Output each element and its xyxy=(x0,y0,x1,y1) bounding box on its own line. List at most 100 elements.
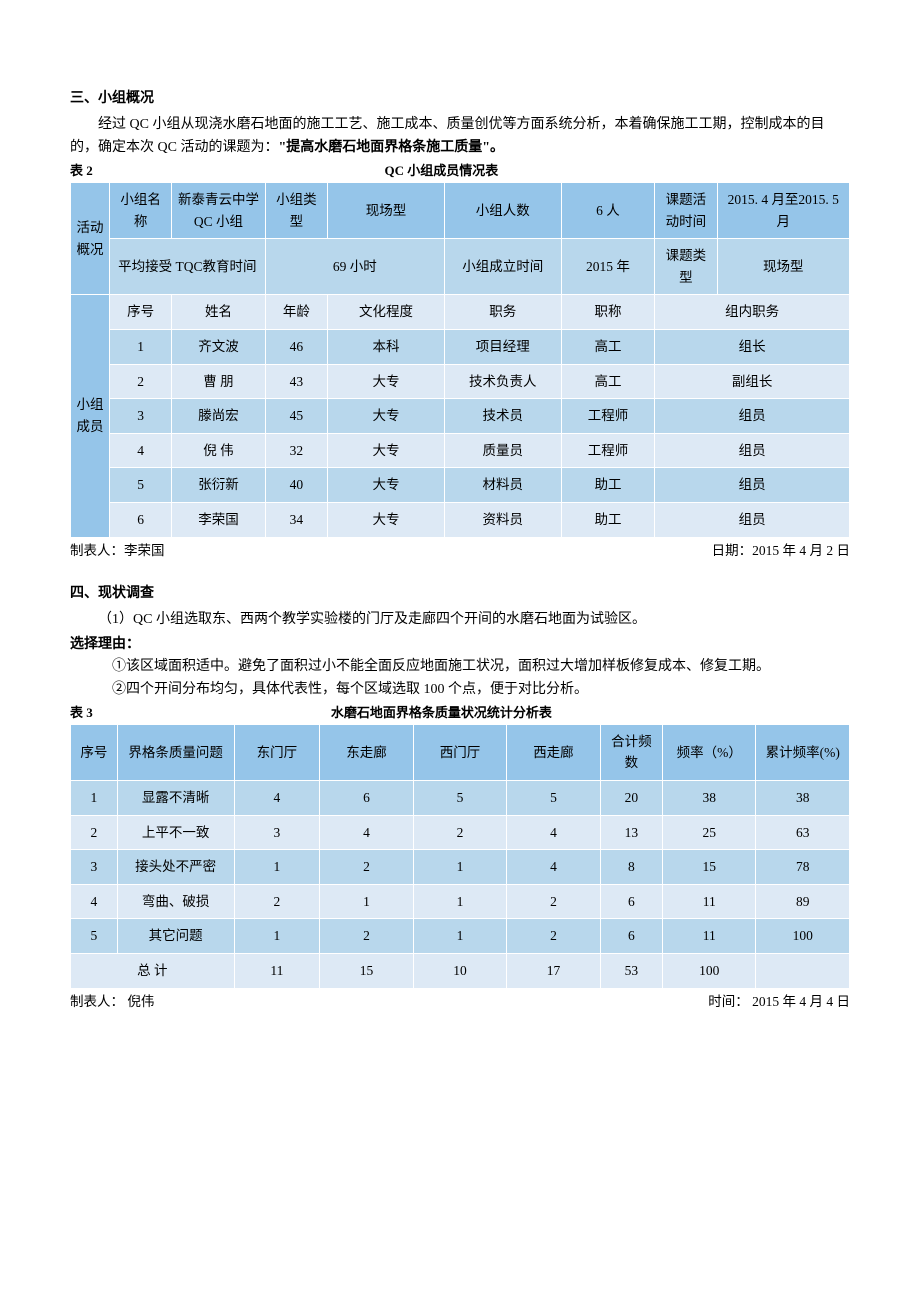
ov-r2c5: 课题类型 xyxy=(655,239,717,295)
m-5-1: 李荣国 xyxy=(172,502,265,537)
t3-4-5: 2 xyxy=(507,919,600,954)
mh-1: 姓名 xyxy=(172,295,265,330)
m-4-6: 组员 xyxy=(655,468,850,503)
m-2-5: 工程师 xyxy=(561,399,654,434)
m-3-1: 倪 伟 xyxy=(172,433,265,468)
t3-1-6: 13 xyxy=(600,815,662,850)
table2-footer: 制表人：李荣国 日期：2015 年 4 月 2 日 xyxy=(70,540,850,562)
m-3-4: 质量员 xyxy=(444,433,561,468)
ov-r1c4: 现场型 xyxy=(328,182,445,238)
t3-2-2: 1 xyxy=(234,850,320,885)
table-3: 序号 界格条质量问题 东门厅 东走廊 西门厅 西走廊 合计频数 频率（%） 累计… xyxy=(70,724,850,989)
t3-tot-1: 11 xyxy=(234,954,320,989)
m-4-2: 40 xyxy=(265,468,327,503)
m-0-4: 项目经理 xyxy=(444,329,561,364)
t3-0-1: 显露不清晰 xyxy=(117,781,234,816)
t3-1-3: 4 xyxy=(320,815,413,850)
t3-tot-5: 53 xyxy=(600,954,662,989)
ov-r1c6: 6 人 xyxy=(561,182,654,238)
t3-3-4: 1 xyxy=(413,884,506,919)
m-3-0: 4 xyxy=(109,433,171,468)
section-4-reason-label: 选择理由： xyxy=(70,634,850,656)
t3-tot-0: 总 计 xyxy=(71,954,235,989)
ov-r1c7: 课题活动时间 xyxy=(655,182,717,238)
m-3-2: 32 xyxy=(265,433,327,468)
t3h-1: 界格条质量问题 xyxy=(117,724,234,780)
section-4-r2: ②四个开间分布均匀，具体代表性，每个区域选取 100 个点，便于对比分析。 xyxy=(70,679,850,701)
t3-tot-3: 10 xyxy=(413,954,506,989)
t3-3-3: 1 xyxy=(320,884,413,919)
mh-4: 职务 xyxy=(444,295,561,330)
t3-0-5: 5 xyxy=(507,781,600,816)
m-0-2: 46 xyxy=(265,329,327,364)
t3-tot-6: 100 xyxy=(662,954,755,989)
t3-4-6: 6 xyxy=(600,919,662,954)
t3-3-8: 89 xyxy=(756,884,850,919)
t3h-0: 序号 xyxy=(71,724,118,780)
t3-tot-4: 17 xyxy=(507,954,600,989)
t3h-3: 东走廊 xyxy=(320,724,413,780)
t3-4-0: 5 xyxy=(71,919,118,954)
m-3-3: 大专 xyxy=(328,433,445,468)
mh-6: 组内职务 xyxy=(655,295,850,330)
m-2-3: 大专 xyxy=(328,399,445,434)
section-3-intro: 经过 QC 小组从现浇水磨石地面的施工工艺、施工成本、质量创优等方面系统分析，本… xyxy=(70,114,850,159)
m-2-1: 滕尚宏 xyxy=(172,399,265,434)
mh-0: 序号 xyxy=(109,295,171,330)
t3-4-4: 1 xyxy=(413,919,506,954)
table2-footer-right: 日期：2015 年 4 月 2 日 xyxy=(712,540,850,562)
mh-3: 文化程度 xyxy=(328,295,445,330)
t3-2-6: 8 xyxy=(600,850,662,885)
t3-1-5: 4 xyxy=(507,815,600,850)
m-1-5: 高工 xyxy=(561,364,654,399)
t3-0-2: 4 xyxy=(234,781,320,816)
ov-r1c1: 小组名称 xyxy=(109,182,171,238)
t3-3-5: 2 xyxy=(507,884,600,919)
t3-2-4: 1 xyxy=(413,850,506,885)
table2-footer-left: 制表人：李荣国 xyxy=(70,540,165,562)
t3-0-7: 38 xyxy=(662,781,755,816)
table-2: 活动概况 小组名称 新泰青云中学QC 小组 小组类型 现场型 小组人数 6 人 … xyxy=(70,182,850,538)
t3h-2: 东门厅 xyxy=(234,724,320,780)
ov-r2c2: 69 小时 xyxy=(265,239,444,295)
t3-3-2: 2 xyxy=(234,884,320,919)
members-vlabel: 小组成员 xyxy=(71,295,110,537)
t3-4-1: 其它问题 xyxy=(117,919,234,954)
t3-0-0: 1 xyxy=(71,781,118,816)
t3-2-7: 15 xyxy=(662,850,755,885)
m-1-1: 曹 朋 xyxy=(172,364,265,399)
section-4-p1: （1）QC 小组选取东、西两个教学实验楼的门厅及走廊四个开间的水磨石地面为试验区… xyxy=(70,609,850,631)
t3-0-4: 5 xyxy=(413,781,506,816)
m-3-5: 工程师 xyxy=(561,433,654,468)
t3-1-4: 2 xyxy=(413,815,506,850)
t3-3-6: 6 xyxy=(600,884,662,919)
mh-5: 职称 xyxy=(561,295,654,330)
t3-1-8: 63 xyxy=(756,815,850,850)
m-5-0: 6 xyxy=(109,502,171,537)
t3-2-8: 78 xyxy=(756,850,850,885)
m-4-5: 助工 xyxy=(561,468,654,503)
m-4-3: 大专 xyxy=(328,468,445,503)
overview-vlabel: 活动概况 xyxy=(71,182,110,294)
ov-r2c1: 平均接受 TQC教育时间 xyxy=(109,239,265,295)
m-4-4: 材料员 xyxy=(444,468,561,503)
mh-2: 年龄 xyxy=(265,295,327,330)
t3-4-2: 1 xyxy=(234,919,320,954)
m-5-6: 组员 xyxy=(655,502,850,537)
t3-4-3: 2 xyxy=(320,919,413,954)
m-2-2: 45 xyxy=(265,399,327,434)
m-5-2: 34 xyxy=(265,502,327,537)
table3-label: 表 3 水磨石地面界格条质量状况统计分析表 xyxy=(70,703,850,724)
m-5-3: 大专 xyxy=(328,502,445,537)
m-0-0: 1 xyxy=(109,329,171,364)
m-1-2: 43 xyxy=(265,364,327,399)
m-0-3: 本科 xyxy=(328,329,445,364)
t3h-6: 合计频数 xyxy=(600,724,662,780)
m-1-4: 技术负责人 xyxy=(444,364,561,399)
m-5-5: 助工 xyxy=(561,502,654,537)
m-4-1: 张衍新 xyxy=(172,468,265,503)
ov-r2c3: 小组成立时间 xyxy=(444,239,561,295)
table2-label-left: 表 2 xyxy=(70,161,93,182)
m-5-4: 资料员 xyxy=(444,502,561,537)
ov-r1c2: 新泰青云中学QC 小组 xyxy=(172,182,265,238)
